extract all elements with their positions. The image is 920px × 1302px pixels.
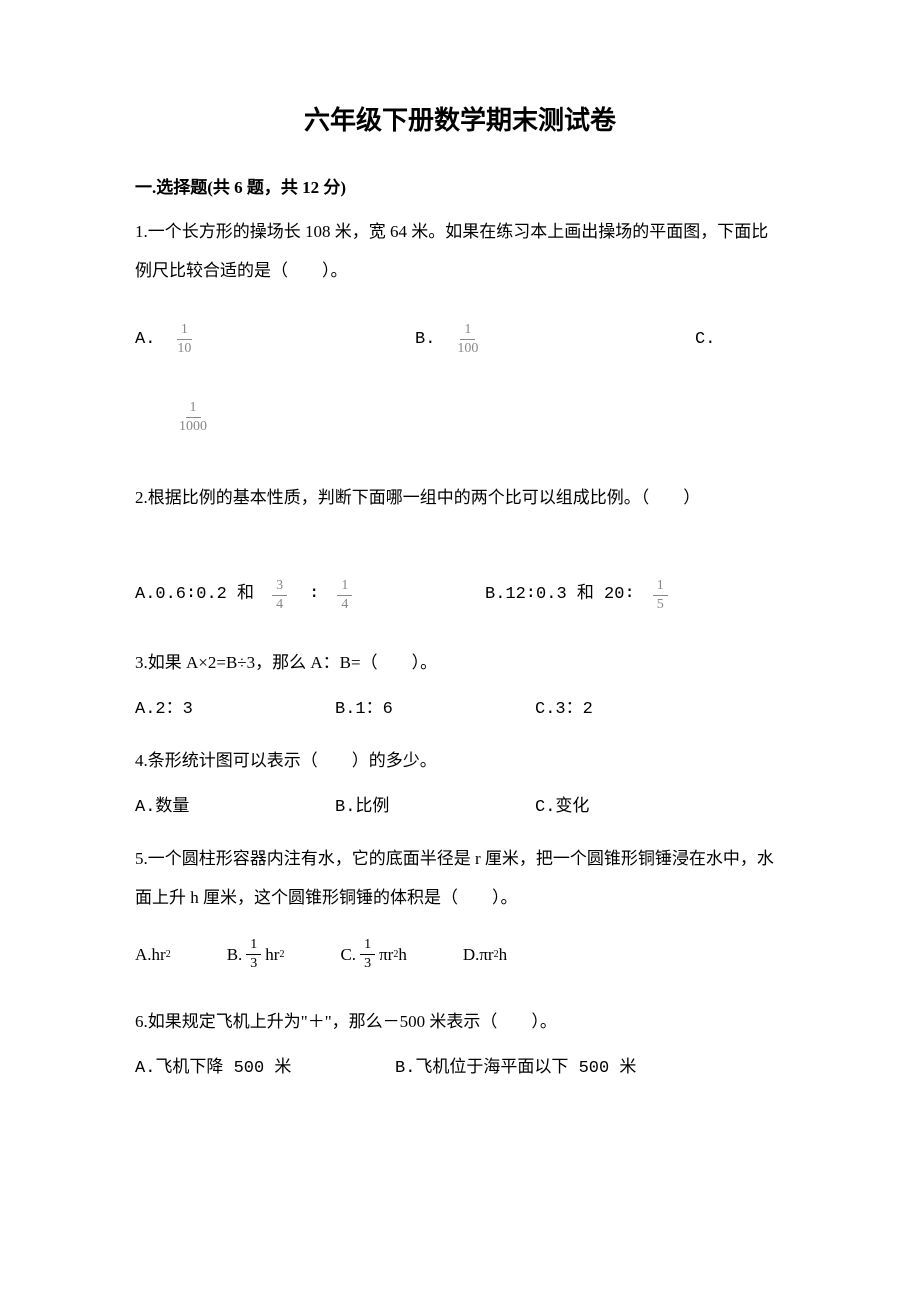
question-3-options: A.2：3 B.1：6 C.3：2 — [135, 690, 785, 729]
question-1: 1.一个长方形的操场长 108 米，宽 64 米。如果在练习本上画出操场的平面图… — [135, 212, 785, 438]
q5-option-b: B. 1 3 hr2 — [227, 935, 285, 974]
question-4: 4.条形统计图可以表示（ ）的多少。 A.数量 B.比例 C.变化 — [135, 741, 785, 827]
frac-num: 1 — [177, 323, 192, 340]
q1-option-b-label: B. — [415, 320, 435, 359]
question-6-options: A.飞机下降 500 米 B.飞机位于海平面以下 500 米 — [135, 1049, 785, 1088]
q1-option-a-label: A. — [135, 320, 155, 359]
question-6: 6.如果规定飞机上升为"＋"，那么－500 米表示（ ）。 A.飞机下降 500… — [135, 1002, 785, 1088]
frac-num: 1 — [360, 938, 375, 955]
q2-option-a: A.0.6∶0.2 和 3 4 ∶ 1 4 — [135, 575, 485, 614]
fraction-1-4: 1 4 — [337, 579, 352, 612]
question-1-text: 1.一个长方形的操场长 108 米，宽 64 米。如果在练习本上画出操场的平面图… — [135, 212, 785, 290]
q1-option-c-frac-row: 1 1000 — [171, 399, 785, 438]
q5-option-d-text: D.πr — [463, 935, 494, 974]
q4-option-b: B.比例 — [335, 788, 535, 827]
frac-num: 3 — [272, 579, 287, 596]
superscript-2: 2 — [279, 943, 284, 966]
colon: ∶ — [309, 575, 319, 614]
question-2-options: A.0.6∶0.2 和 3 4 ∶ 1 4 B.12∶0.3 和 20∶ 1 5 — [135, 575, 785, 614]
q5-option-d-tail: h — [499, 935, 508, 974]
spacer — [135, 525, 785, 575]
q5-option-c-tail: πr — [379, 935, 393, 974]
q2-option-b-prefix: B.12∶0.3 和 20∶ — [485, 575, 635, 614]
q2-option-a-prefix: A.0.6∶0.2 和 — [135, 575, 254, 614]
fraction-1-1000: 1 1000 — [175, 401, 211, 434]
question-3-text: 3.如果 A×2=B÷3，那么 A：B=（ ）。 — [135, 643, 785, 682]
question-4-options: A.数量 B.比例 C.变化 — [135, 788, 785, 827]
frac-den: 10 — [173, 340, 195, 356]
fraction-1-3: 1 3 — [246, 938, 261, 971]
q5-option-b-tail: hr — [265, 935, 279, 974]
q2-option-b: B.12∶0.3 和 20∶ 1 5 — [485, 575, 672, 614]
superscript-2: 2 — [166, 943, 171, 966]
question-6-text: 6.如果规定飞机上升为"＋"，那么－500 米表示（ ）。 — [135, 1002, 785, 1041]
q1-option-b: B. 1 100 — [415, 320, 695, 359]
frac-den: 4 — [337, 596, 352, 612]
q6-option-b: B.飞机位于海平面以下 500 米 — [395, 1049, 636, 1088]
question-3: 3.如果 A×2=B÷3，那么 A：B=（ ）。 A.2：3 B.1：6 C.3… — [135, 643, 785, 729]
frac-den: 4 — [272, 596, 287, 612]
frac-den: 100 — [453, 340, 482, 356]
q5-option-b-label: B. — [227, 935, 243, 974]
q3-option-a: A.2：3 — [135, 690, 335, 729]
q6-option-a: A.飞机下降 500 米 — [135, 1049, 395, 1088]
question-5-text: 5.一个圆柱形容器内注有水，它的底面半径是 r 厘米，把一个圆锥形铜锤浸在水中，… — [135, 839, 785, 917]
q5-option-a-text: A.hr — [135, 935, 166, 974]
question-5-options: A.hr2 B. 1 3 hr2 C. 1 3 πr2h D.πr2h — [135, 935, 785, 974]
question-2: 2.根据比例的基本性质，判断下面哪一组中的两个比可以组成比例。（ ） A.0.6… — [135, 478, 785, 614]
q5-option-a: A.hr2 — [135, 935, 171, 974]
question-4-text: 4.条形统计图可以表示（ ）的多少。 — [135, 741, 785, 780]
frac-num: 1 — [246, 938, 261, 955]
frac-den: 5 — [653, 596, 668, 612]
fraction-1-3: 1 3 — [360, 938, 375, 971]
frac-den: 3 — [246, 955, 261, 971]
q5-option-c-tail2: h — [398, 935, 407, 974]
q1-option-a: A. 1 10 — [135, 320, 415, 359]
q4-option-a: A.数量 — [135, 788, 335, 827]
frac-den: 1000 — [175, 418, 211, 434]
question-5: 5.一个圆柱形容器内注有水，它的底面半径是 r 厘米，把一个圆锥形铜锤浸在水中，… — [135, 839, 785, 974]
frac-num: 1 — [337, 579, 352, 596]
q5-option-c-label: C. — [340, 935, 356, 974]
frac-num: 1 — [653, 579, 668, 596]
page-title: 六年级下册数学期末测试卷 — [135, 100, 785, 137]
frac-den: 3 — [360, 955, 375, 971]
fraction-1-10: 1 10 — [173, 323, 195, 356]
question-1-options: A. 1 10 B. 1 100 C. 1 1000 — [135, 320, 785, 438]
fraction-1-100: 1 100 — [453, 323, 482, 356]
q3-option-b: B.1：6 — [335, 690, 535, 729]
q1-option-c-label: C. — [695, 320, 715, 359]
q3-option-c: C.3：2 — [535, 690, 735, 729]
question-2-text: 2.根据比例的基本性质，判断下面哪一组中的两个比可以组成比例。（ ） — [135, 478, 785, 517]
frac-num: 1 — [186, 401, 201, 418]
q5-option-c: C. 1 3 πr2h — [340, 935, 406, 974]
section-1-header: 一.选择题(共 6 题，共 12 分) — [135, 173, 785, 198]
frac-num: 1 — [460, 323, 475, 340]
fraction-1-5: 1 5 — [653, 579, 668, 612]
q5-option-d: D.πr2h — [463, 935, 507, 974]
q1-option-c-text: C. — [695, 320, 715, 359]
fraction-3-4: 3 4 — [272, 579, 287, 612]
q4-option-c: C.变化 — [535, 788, 735, 827]
